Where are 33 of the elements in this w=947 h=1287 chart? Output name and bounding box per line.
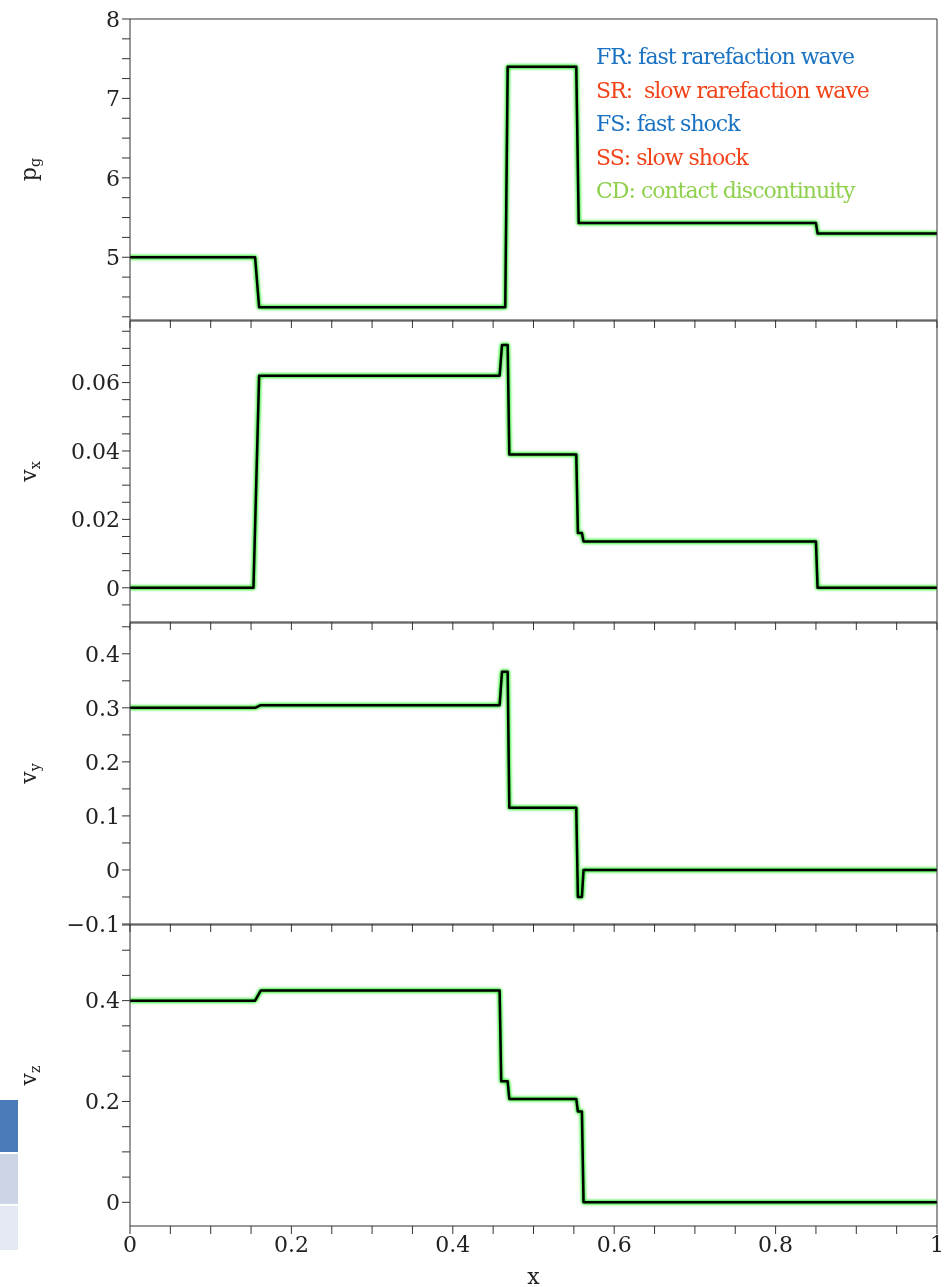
x-tick-label: 0: [123, 1231, 137, 1257]
y-tick-label: 7: [106, 86, 120, 112]
annotation: CD: contact discontinuity: [596, 177, 856, 205]
x-tick-label: 0.8: [758, 1231, 794, 1257]
y-tick-label: 0: [106, 857, 120, 883]
line-series: [130, 670, 937, 899]
annotation: FR: fast rarefaction wave: [596, 43, 856, 71]
y-tick-label: 0.4: [85, 641, 120, 667]
x-tick-label: 1: [930, 1231, 944, 1257]
y-tick-label: 0.06: [71, 370, 120, 396]
annotation: SR: slow rarefaction wave: [596, 76, 869, 105]
x-tick-label: 0.4: [435, 1231, 471, 1257]
annotation: SS: slow shock: [596, 143, 750, 172]
y-tick-label: 0.2: [85, 749, 120, 775]
x-axis-title: x: [527, 1264, 541, 1287]
line-series: [130, 989, 937, 1204]
y-tick-label: 6: [106, 165, 120, 191]
x-tick-label: 0.2: [273, 1231, 309, 1257]
y-tick-label: 0.02: [71, 507, 120, 533]
y-tick-label: 8: [106, 6, 120, 32]
y-tick-label: 0: [106, 575, 120, 601]
y-tick-label: 0.04: [71, 438, 120, 464]
y-tick-label: 0.1: [85, 803, 120, 829]
x-tick-label: 0.6: [596, 1231, 632, 1257]
annotation: FS: fast shock: [596, 110, 742, 138]
line-series: [130, 343, 937, 590]
y-tick-label: 5: [106, 245, 120, 271]
line-series: [130, 65, 937, 309]
y-tick-label: 0.2: [85, 1089, 120, 1115]
y-tick-label: 0: [106, 1190, 120, 1216]
y-tick-label: −0.1: [66, 911, 120, 937]
y-tick-label: 0.4: [85, 988, 120, 1014]
y-tick-label: 0.3: [85, 695, 120, 721]
